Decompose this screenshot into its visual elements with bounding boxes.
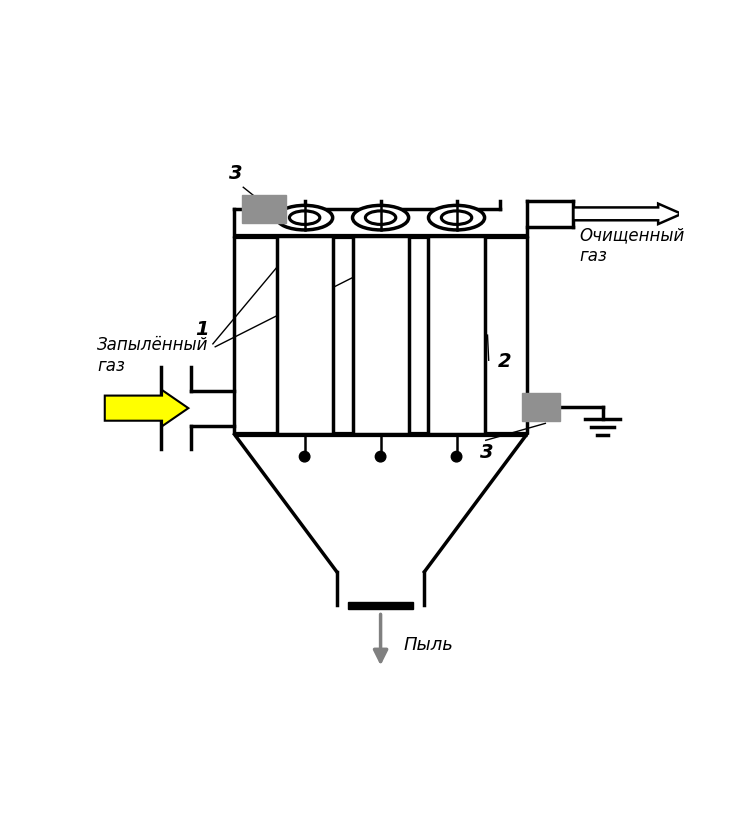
- Ellipse shape: [353, 205, 409, 230]
- Circle shape: [452, 452, 461, 462]
- Ellipse shape: [366, 211, 396, 225]
- Bar: [348, 602, 412, 609]
- Ellipse shape: [277, 205, 333, 230]
- Text: Очищенный
газ: Очищенный газ: [579, 226, 685, 265]
- Text: Запылённый
газ: Запылённый газ: [97, 336, 209, 375]
- Text: 1: 1: [195, 320, 209, 339]
- FancyArrow shape: [573, 204, 682, 224]
- Bar: [241, 195, 286, 224]
- Text: 2: 2: [498, 352, 511, 371]
- Ellipse shape: [290, 211, 320, 225]
- Bar: [522, 393, 560, 421]
- Bar: [428, 236, 485, 435]
- Text: 3: 3: [480, 443, 494, 462]
- Text: 3: 3: [228, 164, 242, 183]
- Circle shape: [375, 452, 386, 462]
- Circle shape: [299, 452, 310, 462]
- Bar: [353, 236, 409, 435]
- Text: Пыль: Пыль: [404, 636, 454, 654]
- Bar: [277, 236, 333, 435]
- FancyArrow shape: [105, 390, 188, 427]
- Ellipse shape: [428, 205, 485, 230]
- Ellipse shape: [441, 211, 472, 225]
